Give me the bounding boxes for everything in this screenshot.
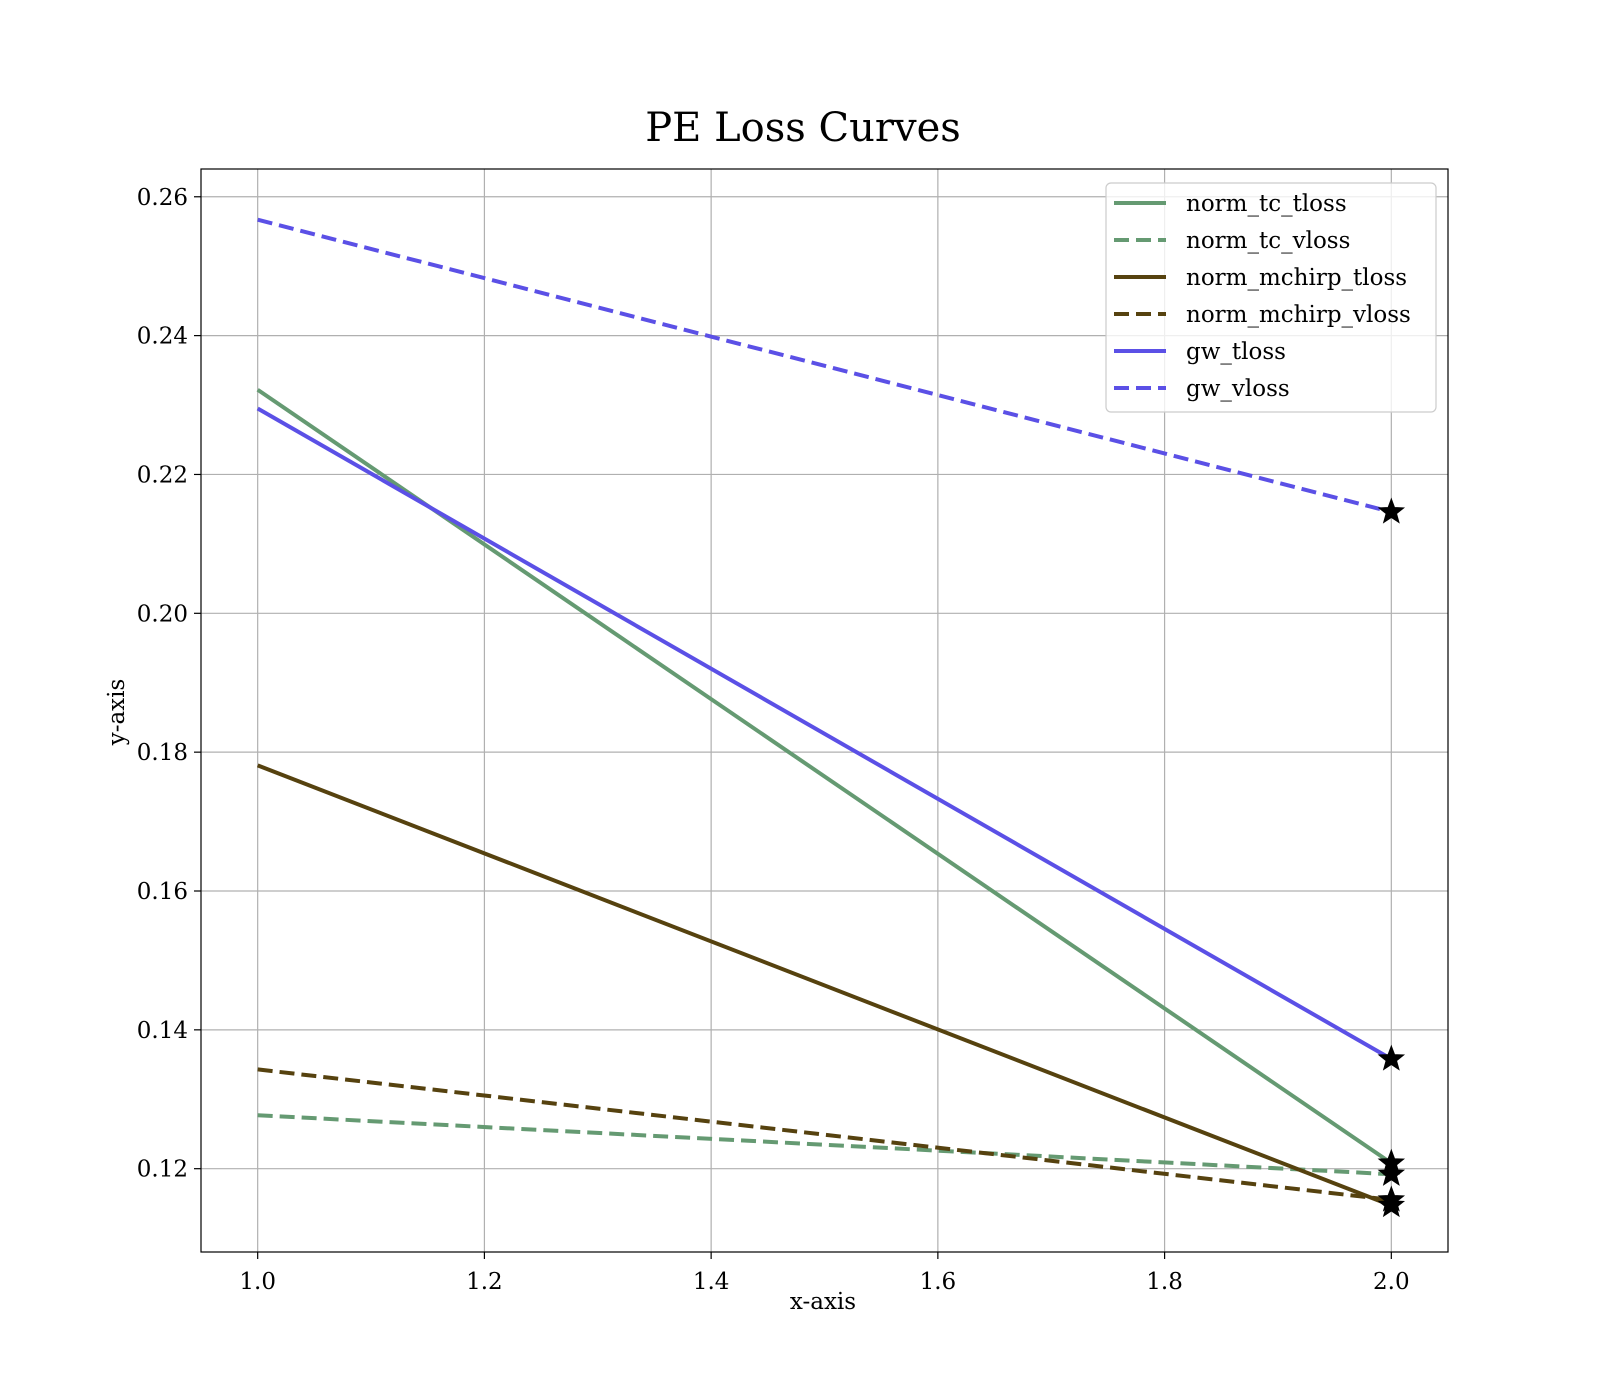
series-line-norm_tc_vloss [257, 1113, 1392, 1177]
legend-label-norm_tc_vloss: norm_tc_vloss [1186, 228, 1350, 254]
end-star-gw_vloss [1377, 497, 1406, 524]
x-tick-label: 1.0 [239, 1269, 276, 1295]
y-tick-label: 0.22 [137, 462, 188, 488]
y-ticks: 0.12 0.14 0.16 0.18 0.20 0.22 0.24 0.26 [137, 185, 201, 1183]
plot-frame [200, 168, 1449, 1253]
legend-label-norm_mchirp_tloss: norm_mchirp_tloss [1186, 265, 1407, 291]
end-star-norm_mchirp_vloss [1377, 1185, 1406, 1212]
series-line-norm_mchirp_vloss [257, 1067, 1392, 1202]
series-line-gw_vloss [257, 217, 1392, 514]
legend-label-norm_tc_tloss: norm_tc_tloss [1186, 191, 1347, 217]
x-axis-label: x-axis [790, 1289, 856, 1315]
legend-label-gw_vloss: gw_vloss [1186, 376, 1290, 402]
legend-box [1105, 182, 1437, 413]
y-tick-label: 0.26 [137, 185, 188, 211]
end-markers [1377, 497, 1406, 1218]
y-tick-label: 0.20 [137, 601, 188, 627]
chart-title: PE Loss Curves [645, 105, 961, 151]
x-tick-label: 1.2 [466, 1269, 503, 1295]
legend: norm_tc_tloss norm_tc_vloss norm_mchirp_tl… [1105, 182, 1437, 413]
legend-label-gw_tloss: gw_tloss [1186, 339, 1286, 365]
y-tick-label: 0.16 [137, 879, 188, 905]
x-tick-label: 2.0 [1373, 1269, 1410, 1295]
y-tick-label: 0.12 [137, 1157, 188, 1183]
x-tick-label: 1.8 [1146, 1269, 1183, 1295]
legend-label-norm_mchirp_vloss: norm_mchirp_vloss [1186, 302, 1411, 328]
x-ticks: 1.0 1.2 1.4 1.6 1.8 2.0 [239, 1252, 1410, 1295]
x-tick-label: 1.6 [920, 1269, 957, 1295]
end-star-gw_tloss [1377, 1044, 1406, 1071]
end-star-norm_tc_vloss [1377, 1159, 1406, 1186]
series-line-gw_tloss [256, 406, 1393, 1061]
y-tick-label: 0.18 [137, 740, 188, 766]
x-tick-label: 1.4 [693, 1269, 730, 1295]
series-lines [256, 217, 1393, 1208]
y-axis-label: y-axis [104, 679, 130, 747]
y-tick-label: 0.14 [137, 1018, 188, 1044]
y-tick-label: 0.24 [137, 324, 188, 350]
series-line-norm_mchirp_tloss [256, 763, 1393, 1208]
